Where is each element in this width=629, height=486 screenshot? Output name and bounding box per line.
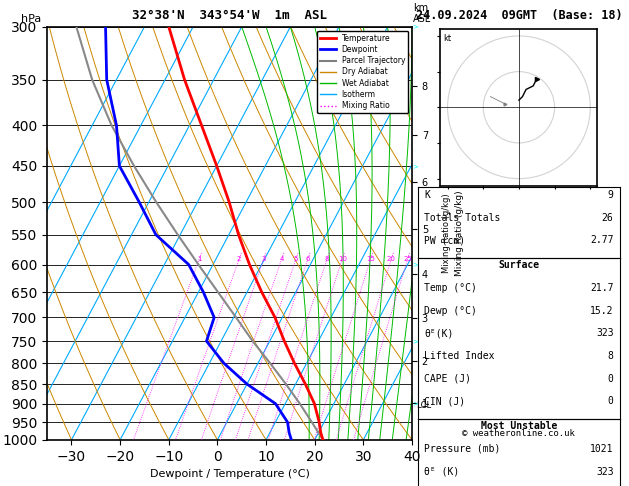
Text: Mixing Ratio (g/kg): Mixing Ratio (g/kg) [455,191,464,276]
Text: 20: 20 [387,256,396,262]
Text: 1021: 1021 [590,444,613,454]
Text: 15.2: 15.2 [590,306,613,315]
Text: Mixing Ratio (g/kg): Mixing Ratio (g/kg) [442,193,451,273]
Text: CIN (J): CIN (J) [425,397,465,406]
Text: 10: 10 [338,256,347,262]
Text: CAPE (J): CAPE (J) [425,374,471,384]
Text: 15: 15 [366,256,375,262]
Text: Dewp (°C): Dewp (°C) [425,306,477,315]
Text: 3: 3 [262,256,266,262]
Text: 24.09.2024  09GMT  (Base: 18): 24.09.2024 09GMT (Base: 18) [416,9,622,22]
Text: 2: 2 [237,256,242,262]
Text: >: > [412,400,418,407]
Text: © weatheronline.co.uk: © weatheronline.co.uk [462,429,576,438]
Text: LCL: LCL [416,401,431,410]
Text: θᴱ(K): θᴱ(K) [425,329,454,338]
Text: 9: 9 [608,190,613,200]
Text: 8: 8 [325,256,330,262]
Text: 6: 6 [306,256,310,262]
Text: >: > [412,261,418,268]
Text: Lifted Index: Lifted Index [425,351,495,361]
Text: 32°38'N  343°54'W  1m  ASL: 32°38'N 343°54'W 1m ASL [132,9,327,22]
Text: kt: kt [443,34,452,42]
Text: 1: 1 [197,256,201,262]
Text: 4: 4 [279,256,284,262]
Text: 21.7: 21.7 [590,283,613,293]
Text: km
ASL: km ASL [413,3,431,24]
Text: 323: 323 [596,329,613,338]
Text: θᴱ (K): θᴱ (K) [425,467,460,477]
Text: 0: 0 [608,397,613,406]
Text: 5: 5 [294,256,298,262]
Text: Pressure (mb): Pressure (mb) [425,444,501,454]
Text: >: > [412,24,418,30]
Text: 323: 323 [596,467,613,477]
Text: Totals Totals: Totals Totals [425,213,501,223]
Text: >: > [412,163,418,169]
Text: hPa: hPa [21,14,41,24]
Text: Most Unstable: Most Unstable [481,421,557,431]
Text: K: K [425,190,430,200]
Text: 0: 0 [608,374,613,384]
Text: PW (cm): PW (cm) [425,235,465,245]
Text: Surface: Surface [498,260,540,270]
Text: 8: 8 [608,351,613,361]
Text: 26: 26 [602,213,613,223]
Text: Temp (°C): Temp (°C) [425,283,477,293]
Text: 25: 25 [403,256,412,262]
Legend: Temperature, Dewpoint, Parcel Trajectory, Dry Adiabat, Wet Adiabat, Isotherm, Mi: Temperature, Dewpoint, Parcel Trajectory… [317,31,408,113]
Text: 2.77: 2.77 [590,235,613,245]
X-axis label: Dewpoint / Temperature (°C): Dewpoint / Temperature (°C) [150,469,309,479]
Text: >: > [412,338,418,344]
